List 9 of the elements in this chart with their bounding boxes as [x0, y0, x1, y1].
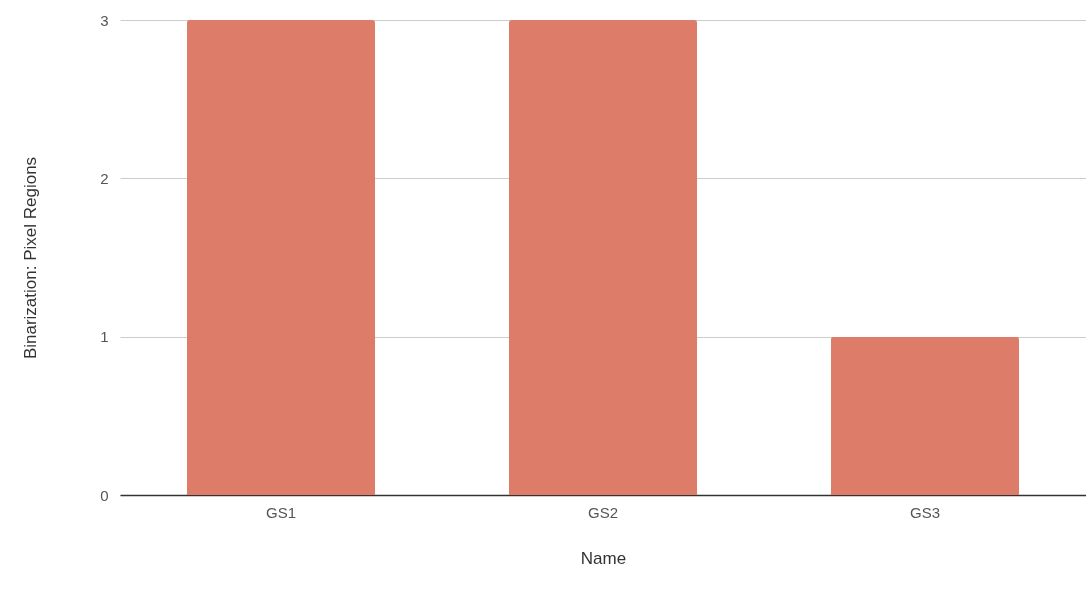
y-tick-label: 3	[100, 11, 109, 29]
y-tick-label: 0	[100, 486, 109, 504]
y-tick-label: 2	[100, 169, 109, 187]
y-axis-title: Binarization: Pixel Regions	[21, 156, 41, 360]
y-tick-label: 1	[100, 328, 109, 346]
x-tick-label: GS2	[587, 503, 619, 521]
x-tick-label: GS3	[909, 503, 941, 521]
x-tick-label: GS1	[265, 503, 297, 521]
x-axis-title: Name	[580, 548, 627, 568]
